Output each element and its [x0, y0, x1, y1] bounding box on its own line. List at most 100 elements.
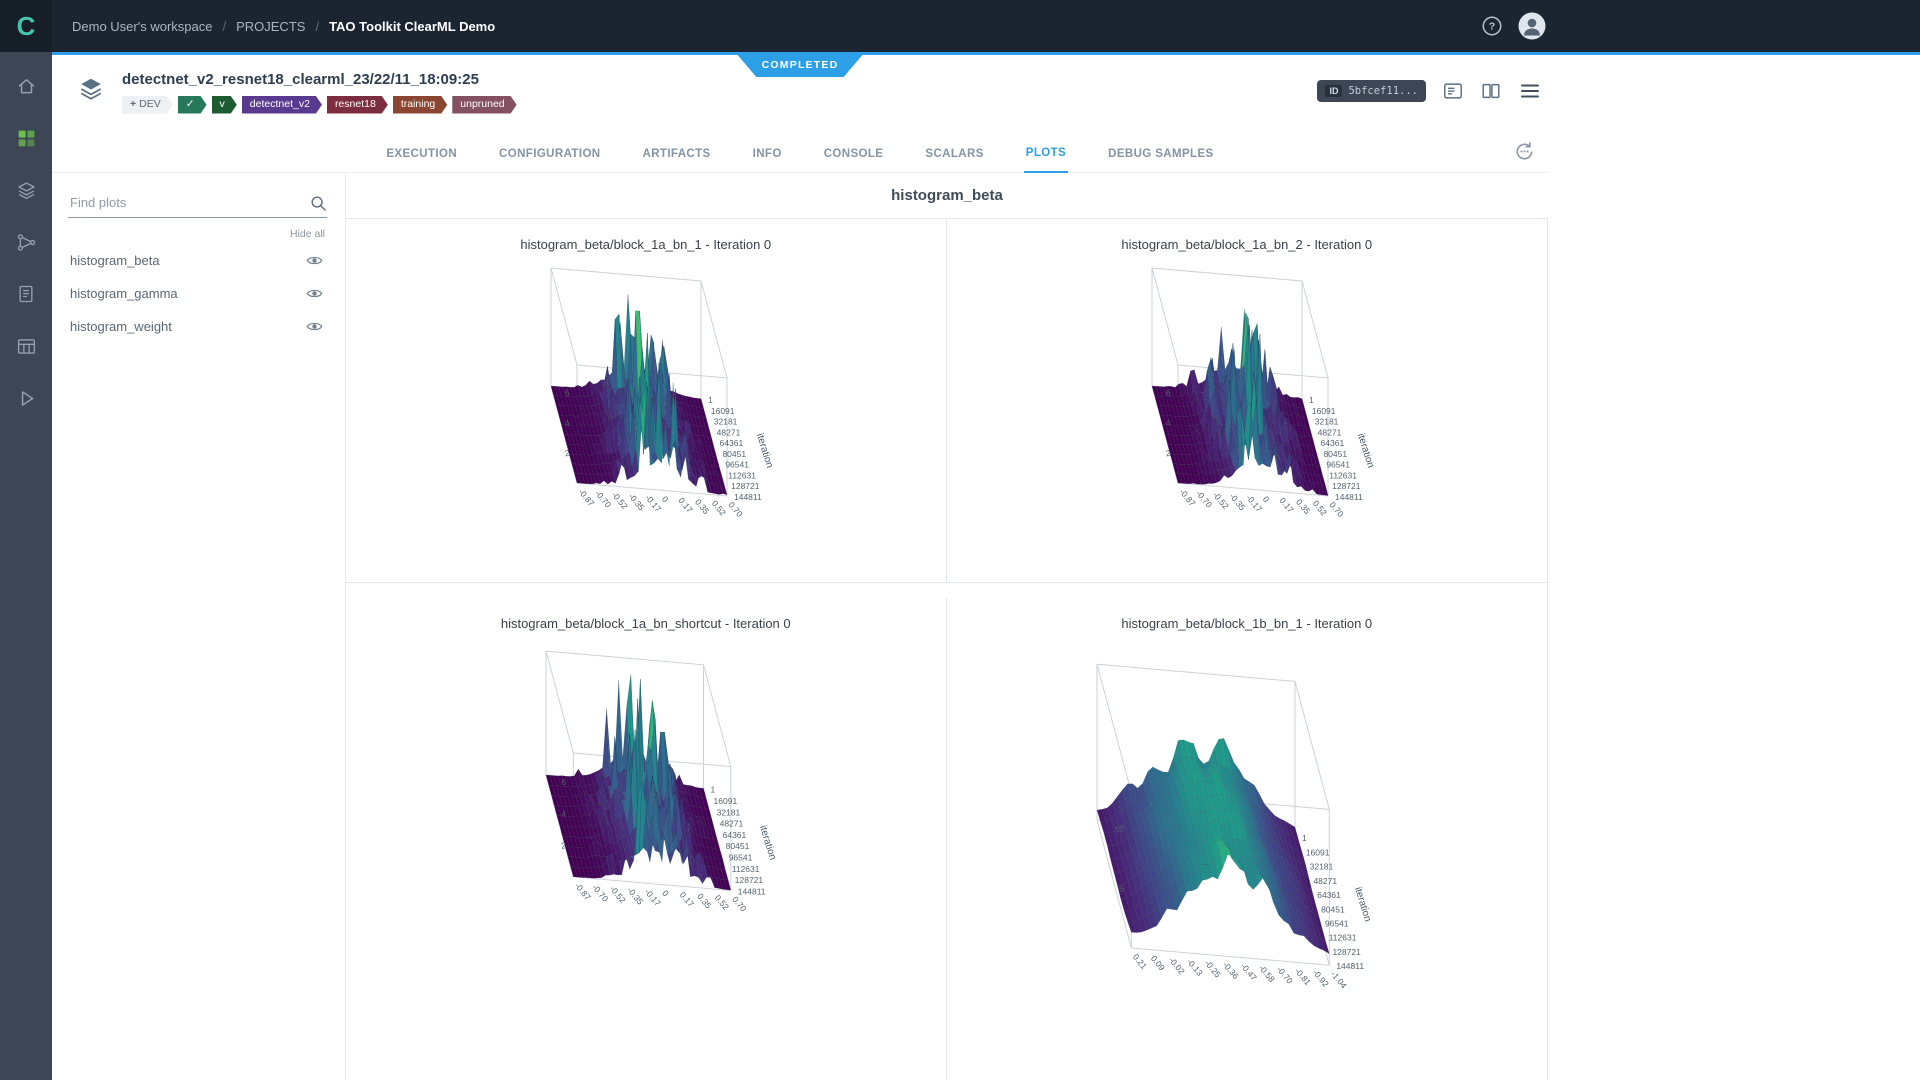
y-axis-tick: 48271 [719, 819, 743, 829]
hide-all-link[interactable]: Hide all [289, 228, 325, 240]
tab-artifacts[interactable]: ARTIFACTS [641, 148, 713, 172]
sidebar-item-projects[interactable] [0, 112, 52, 164]
surface-plot[interactable]: 1160913218148271643618045196541112631128… [947, 635, 1547, 1065]
tag-label: v [219, 98, 225, 110]
z-axis-tick: 2 [560, 840, 566, 851]
experiment-tag[interactable]: detectnet_v2 [242, 96, 322, 114]
surface-plot[interactable]: 1160913218148271643618045196541112631128… [346, 256, 946, 556]
plot-list-item[interactable]: histogram_weight [68, 310, 327, 343]
z-axis-tick: 6 [564, 387, 570, 398]
tab-console[interactable]: CONSOLE [822, 148, 886, 172]
y-axis-tick: 112631 [731, 864, 759, 874]
plot-list-item[interactable]: histogram_gamma [68, 277, 327, 310]
y-axis-tick: 128721 [1332, 481, 1361, 491]
tab-info[interactable]: INFO [751, 148, 784, 172]
y-axis-tick: 64361 [1317, 890, 1341, 900]
columns-view-button[interactable] [1480, 80, 1502, 102]
tab-scalars[interactable]: SCALARS [923, 148, 985, 172]
auto-refresh-button[interactable] [1513, 140, 1536, 166]
add-tag-icon: + [130, 98, 137, 110]
y-axis-tick: 1 [1309, 395, 1314, 405]
x-axis-tick: 0.70 [726, 500, 744, 519]
surface-plot[interactable]: 1160913218148271643618045196541112631128… [346, 635, 946, 1015]
x-axis-tick: 0.70 [730, 894, 748, 913]
toggle-visibility-button[interactable] [304, 252, 325, 269]
x-axis-tick: -0.47 [1239, 961, 1259, 982]
x-axis-tick: -0.35 [625, 885, 645, 906]
experiment-tag[interactable]: v [212, 96, 237, 114]
y-axis-tick: 80451 [1323, 449, 1347, 459]
plot-list-item-label: histogram_weight [70, 319, 172, 334]
plots-area: histogram_beta histogram_beta/block_1a_b… [345, 173, 1548, 1080]
eye-icon [306, 322, 323, 331]
plots-grid: histogram_beta/block_1a_bn_1 - Iteration… [346, 218, 1548, 1080]
plot-cell: histogram_beta/block_1b_bn_1 - Iteration… [947, 598, 1548, 1080]
sidebar-item-home[interactable] [0, 60, 52, 112]
x-axis-tick: -0.02 [1167, 955, 1187, 976]
x-axis-tick: 0.35 [1294, 497, 1312, 516]
z-axis-tick: 6 [560, 777, 566, 788]
toggle-visibility-button[interactable] [304, 318, 325, 335]
tag-label: resnet18 [334, 98, 376, 110]
breadcrumb-item[interactable]: TAO Toolkit ClearML Demo [329, 18, 496, 34]
experiment-tags: + DEV ✓ v detectnet_v2 resnet18 training unprun… [122, 96, 1548, 114]
help-button[interactable]: ? [1481, 15, 1503, 37]
y-axis-tick: 144811 [1336, 961, 1364, 971]
x-axis-tick: 0.52 [1311, 498, 1329, 517]
home-icon [18, 78, 34, 93]
surface-plot[interactable]: 1160913218148271643618045196541112631128… [947, 256, 1547, 556]
clearml-logo[interactable]: C [0, 0, 52, 52]
tab-debug-samples[interactable]: DEBUG SAMPLES [1106, 148, 1216, 172]
reports-icon [19, 285, 33, 303]
y-axis-tick: 80451 [1321, 904, 1345, 914]
x-axis-tick: 0.52 [710, 498, 728, 517]
find-plots-input[interactable] [68, 191, 327, 218]
experiment-tag[interactable]: + DEV [122, 96, 173, 114]
x-axis-tick: -0.70 [1194, 488, 1214, 509]
plot-cell: histogram_beta/block_1a_bn_1 - Iteration… [346, 219, 947, 583]
sidebar-item-reports[interactable] [0, 268, 52, 320]
experiment-tag[interactable]: unpruned [452, 96, 516, 114]
breadcrumb: Demo User's workspace / PROJECTS / TAO Toolk… [72, 19, 495, 34]
experiment-tag[interactable]: training [393, 96, 447, 114]
status-badge: COMPLETED [737, 55, 863, 77]
experiment-actions: ID 5bfcef11... [1317, 79, 1542, 103]
details-view-button[interactable] [1442, 80, 1464, 102]
sidebar-item-datasets[interactable] [0, 320, 52, 372]
x-axis-tick: 0.35 [693, 497, 711, 516]
axis-frame-line [576, 482, 727, 497]
y-axis-tick: 1 [1302, 833, 1307, 843]
surface-cell [667, 851, 675, 865]
tab-plots[interactable]: PLOTS [1023, 147, 1069, 173]
experiment-tag[interactable]: ✓ [178, 96, 207, 114]
menu-button[interactable] [1518, 79, 1542, 103]
tab-execution[interactable]: EXECUTION [384, 148, 459, 172]
x-axis-tick: 0.09 [1149, 953, 1167, 972]
status-ribbon-wrap: COMPLETED [52, 55, 1548, 77]
axis-frame-line [1177, 482, 1328, 497]
y-axis-tick: 144811 [734, 492, 762, 502]
plot-title: histogram_beta/block_1a_bn_2 - Iteration… [1121, 237, 1373, 252]
tab-configuration[interactable]: CONFIGURATION [497, 148, 602, 172]
plot-list-item[interactable]: histogram_beta [68, 244, 327, 277]
sidebar-item-applications[interactable] [0, 372, 52, 424]
datasets-table-icon [17, 338, 35, 354]
x-axis-tick: 0.17 [1277, 496, 1295, 515]
surface-cell [1320, 938, 1330, 955]
y-axis-title: iteration [757, 824, 778, 861]
details-card-icon [1444, 83, 1462, 99]
sidebar-item-experiments[interactable] [0, 164, 52, 216]
projects-icon [18, 130, 34, 146]
experiment-id-chip[interactable]: ID 5bfcef11... [1317, 80, 1426, 102]
y-axis-title: iteration [1352, 886, 1373, 923]
breadcrumb-item[interactable]: PROJECTS [236, 18, 306, 34]
y-axis-tick: 32181 [714, 417, 738, 427]
breadcrumb-item[interactable]: Demo User's workspace [72, 18, 213, 34]
x-axis-tick: -0.70 [590, 882, 610, 903]
toggle-visibility-button[interactable] [304, 285, 325, 302]
avatar-button[interactable] [1517, 11, 1547, 41]
tag-label: training [400, 98, 436, 110]
sidebar-item-pipelines[interactable] [0, 216, 52, 268]
y-axis-tick: 112631 [728, 470, 756, 480]
experiment-tag[interactable]: resnet18 [327, 96, 388, 114]
